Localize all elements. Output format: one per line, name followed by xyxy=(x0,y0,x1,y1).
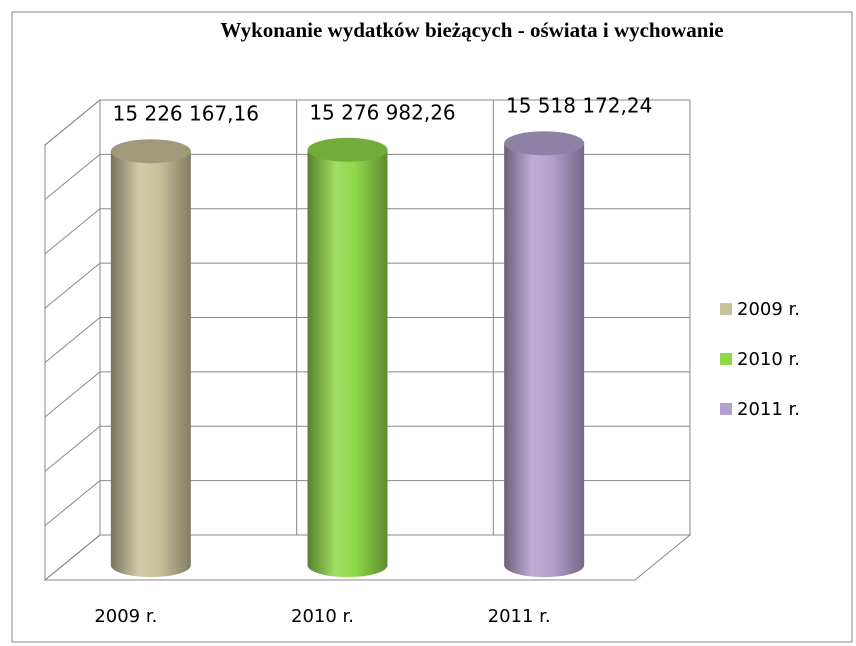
legend-swatch xyxy=(720,403,732,415)
value-label: 15 226 167,16 xyxy=(113,102,259,126)
grid-line xyxy=(44,153,101,200)
grid-line xyxy=(44,262,101,309)
value-label: 15 518 172,24 xyxy=(506,94,652,118)
legend-swatch xyxy=(720,303,732,315)
bar-top xyxy=(307,137,388,162)
bar xyxy=(110,151,191,578)
x-tick-label: 2010 r. xyxy=(291,606,354,627)
legend-label: 2011 r. xyxy=(737,399,800,420)
grid-line xyxy=(44,317,101,363)
bar-top xyxy=(110,139,191,164)
legend-label: 2009 r. xyxy=(737,299,800,320)
grid-line xyxy=(44,480,101,527)
grid-line xyxy=(44,371,101,418)
bar xyxy=(504,143,585,578)
grid-line xyxy=(44,425,101,472)
chart-title: Wykonanie wydatków bieżących - oświata i… xyxy=(220,18,723,42)
bar xyxy=(307,149,388,578)
grid-line xyxy=(44,208,101,255)
x-tick-label: 2009 r. xyxy=(94,606,157,627)
legend-swatch xyxy=(720,353,732,365)
legend-label: 2010 r. xyxy=(737,349,800,370)
grid-line xyxy=(44,99,101,146)
value-label: 15 276 982,26 xyxy=(309,100,455,124)
bar-top xyxy=(504,131,585,156)
x-tick-label: 2011 r. xyxy=(488,606,551,627)
grid-line xyxy=(44,534,101,581)
